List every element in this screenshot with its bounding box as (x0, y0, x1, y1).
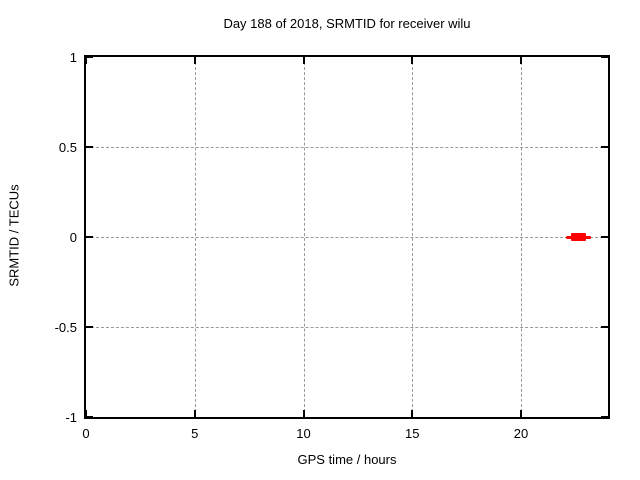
y-tick-label: 0.5 (58, 140, 77, 155)
y-gridline (86, 327, 608, 328)
y-tick-mark (86, 416, 93, 418)
y-tick-label: -1 (65, 410, 77, 425)
x-tick-mark (193, 57, 196, 64)
x-tick-label: 15 (405, 426, 420, 441)
x-tick-mark (411, 57, 414, 64)
plot-area (84, 55, 610, 419)
x-tick-label: 5 (191, 426, 199, 441)
y-tick-mark (86, 236, 93, 238)
y-tick-label: -0.5 (54, 320, 77, 335)
y-tick-mark (601, 56, 608, 58)
y-tick-label: 0 (69, 230, 77, 245)
x-tick-mark (85, 57, 87, 64)
x-axis-label: GPS time / hours (297, 452, 397, 467)
x-tick-label: 10 (296, 426, 311, 441)
y-tick-mark (86, 56, 93, 58)
y-tick-mark (86, 326, 93, 328)
x-tick-mark (302, 57, 305, 64)
x-tick-label: 20 (513, 426, 529, 441)
y-gridline (86, 147, 608, 148)
y-tick-mark (601, 146, 608, 148)
y-tick-mark (601, 326, 608, 328)
y-tick-mark (86, 146, 93, 148)
chart-title: Day 188 of 2018, SRMTID for receiver wil… (223, 16, 471, 31)
y-tick-label: 1 (69, 50, 77, 65)
y-tick-mark (601, 416, 608, 418)
x-tick-mark (520, 410, 522, 417)
x-tick-mark (302, 410, 305, 417)
x-tick-mark (520, 57, 522, 64)
data-marker (571, 233, 587, 241)
x-tick-mark (193, 410, 196, 417)
x-tick-mark (411, 410, 414, 417)
y-gridline (86, 237, 608, 238)
x-tick-label: 0 (82, 426, 90, 441)
y-tick-mark (601, 236, 608, 238)
x-tick-mark (85, 410, 87, 417)
